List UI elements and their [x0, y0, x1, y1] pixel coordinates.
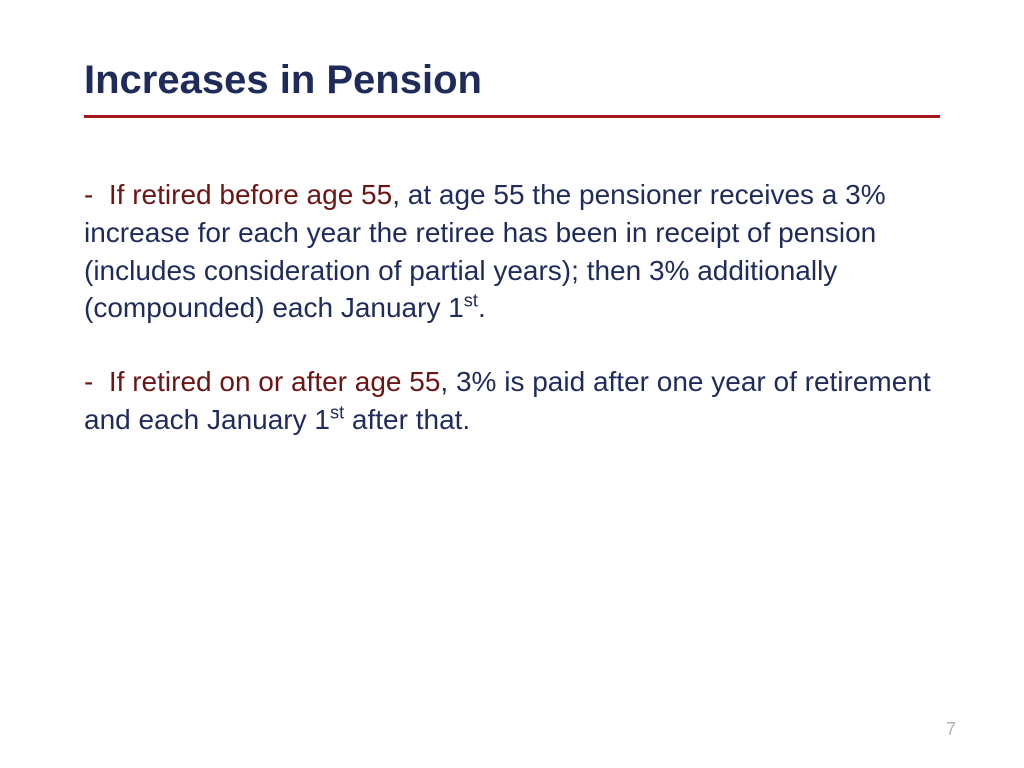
bullet-item-1: - If retired before age 55, at age 55 th… [84, 176, 940, 327]
bullet-text-after-sup: . [478, 292, 486, 323]
bullet-item-2: - If retired on or after age 55, 3% is p… [84, 363, 940, 439]
slide-container: Increases in Pension - If retired before… [0, 0, 1024, 768]
bullet-superscript: st [330, 403, 344, 423]
page-number: 7 [946, 719, 956, 740]
bullet-dash: - [84, 366, 93, 397]
title-divider [84, 115, 940, 118]
bullet-highlight: If retired before age 55 [109, 179, 392, 210]
slide-title: Increases in Pension [84, 58, 940, 103]
slide-body: - If retired before age 55, at age 55 th… [84, 176, 940, 439]
bullet-superscript: st [464, 291, 478, 311]
bullet-text-after-sup: after that. [344, 404, 470, 435]
bullet-dash: - [84, 179, 93, 210]
bullet-highlight: If retired on or after age 55 [109, 366, 441, 397]
